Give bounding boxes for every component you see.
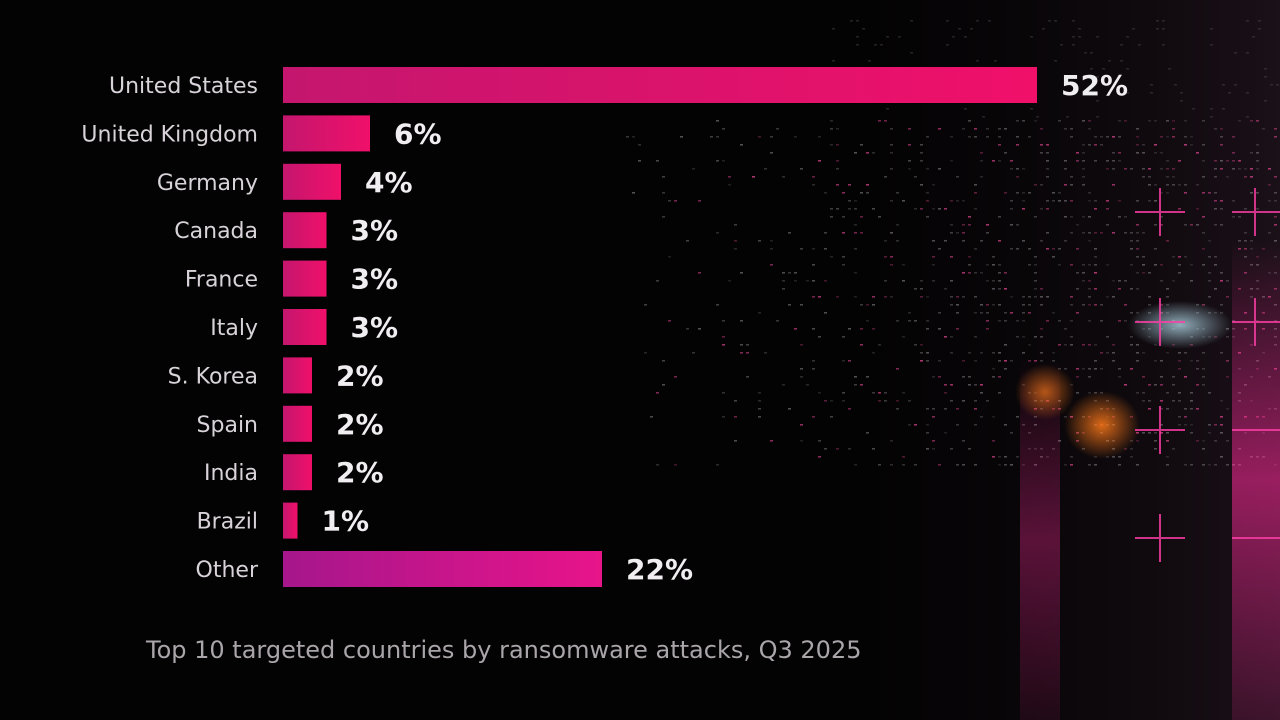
bar	[283, 309, 327, 345]
bar	[283, 260, 327, 297]
bar	[283, 67, 1037, 103]
value-label: 4%	[365, 166, 413, 199]
bar	[283, 115, 370, 152]
value-label: 2%	[336, 408, 384, 441]
value-label: 3%	[351, 311, 399, 344]
bar	[283, 551, 602, 587]
category-label: Canada	[174, 219, 258, 244]
category-label: S. Korea	[168, 364, 258, 389]
category-label: Germany	[157, 171, 258, 196]
category-label: France	[185, 268, 258, 293]
category-label: Other	[196, 558, 259, 583]
bar	[283, 163, 341, 200]
chart-caption: Top 10 targeted countries by ransomware …	[146, 636, 862, 664]
category-label: United States	[109, 74, 258, 99]
value-label: 3%	[351, 263, 399, 296]
bar	[283, 212, 327, 249]
category-label: India	[204, 461, 258, 486]
value-label: 6%	[394, 117, 442, 150]
value-label: 22%	[626, 553, 693, 586]
value-label: 2%	[336, 456, 384, 489]
bar	[283, 502, 298, 539]
value-label: 3%	[351, 214, 399, 247]
category-label: Brazil	[197, 510, 258, 535]
dotted-texture	[626, 20, 1279, 466]
category-label: Italy	[210, 316, 258, 341]
bar	[283, 454, 312, 491]
value-label: 1%	[322, 505, 370, 538]
bar	[283, 405, 312, 442]
bar	[283, 357, 312, 394]
category-label: United Kingdom	[81, 122, 258, 147]
value-label: 2%	[336, 359, 384, 392]
category-label: Spain	[197, 413, 258, 438]
value-label: 52%	[1061, 69, 1128, 102]
